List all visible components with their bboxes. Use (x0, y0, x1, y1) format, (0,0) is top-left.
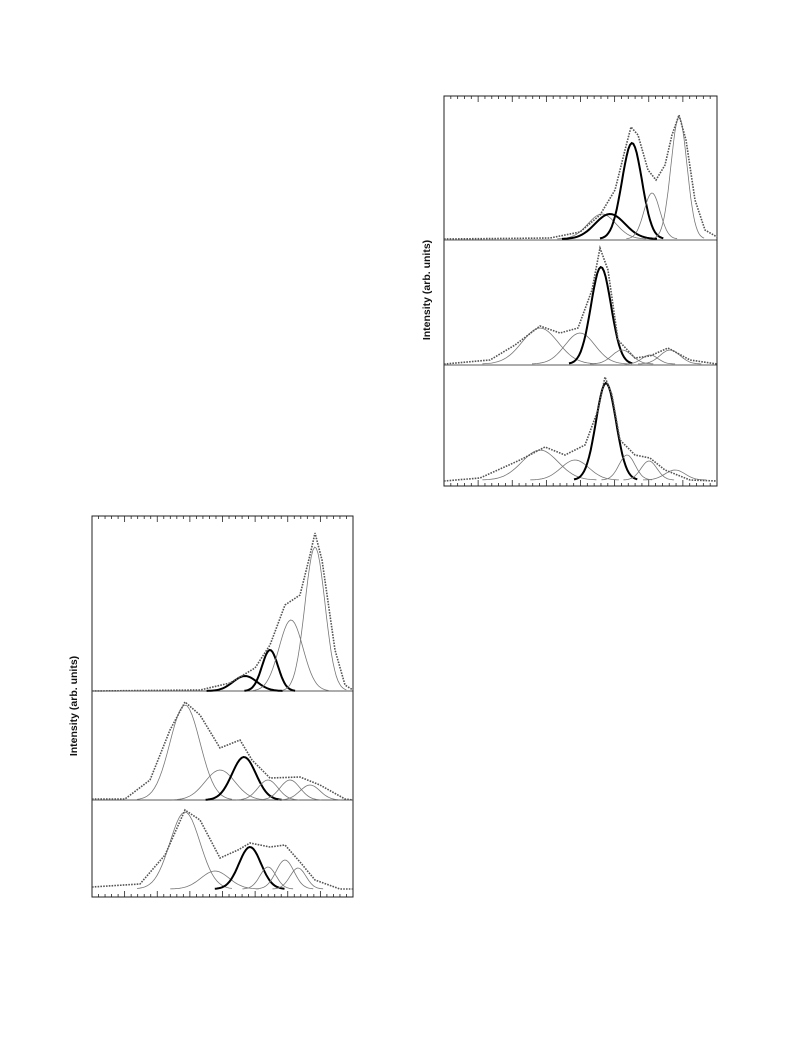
component-peak-bold (573, 381, 638, 481)
component-peak (601, 454, 653, 481)
y-axis-label: Intensity (arb. units) (421, 240, 433, 340)
envelope-curve (91, 808, 353, 890)
y-axis-label: Intensity (arb. units) (68, 656, 80, 756)
component-peak (171, 769, 268, 801)
frame (443, 95, 718, 487)
component-peak (252, 619, 329, 691)
envelope-curve (443, 244, 718, 365)
component-peak (256, 859, 314, 890)
figure-1: Intensity (arb. units) (421, 95, 718, 487)
frame (91, 515, 354, 898)
component-peak (638, 349, 702, 365)
component-peak (623, 460, 675, 481)
component-peak (235, 779, 300, 801)
component-peak (624, 354, 676, 365)
component-peak-bold (561, 212, 658, 240)
envelope-curve (92, 700, 354, 801)
component-peak (136, 811, 233, 889)
component-peak (557, 213, 646, 240)
component-peak-bold (206, 674, 283, 692)
component-peak (242, 866, 294, 890)
component-peak (653, 116, 705, 239)
envelope-curve (443, 112, 718, 240)
component-peak (482, 449, 597, 481)
component-peak (170, 870, 259, 890)
component-peak-bold (205, 755, 282, 801)
component-peak (643, 469, 707, 481)
component-peak (531, 332, 628, 365)
component-peak (282, 546, 347, 691)
component-peak (277, 784, 342, 801)
component-peak (257, 779, 322, 801)
envelope-curve (91, 532, 354, 692)
component-peak (590, 349, 654, 365)
component-peak (530, 459, 619, 481)
component-peak-bold (599, 141, 664, 240)
component-peak-bold (214, 845, 285, 890)
component-peak-bold (568, 265, 633, 365)
component-peak (272, 867, 324, 890)
component-peak (136, 704, 233, 800)
envelope-curve (443, 374, 718, 482)
component-peak (482, 327, 597, 365)
component-peak-bold (244, 648, 296, 692)
figure-2: Intensity (arb. units) (68, 515, 354, 898)
component-peak (626, 192, 678, 240)
